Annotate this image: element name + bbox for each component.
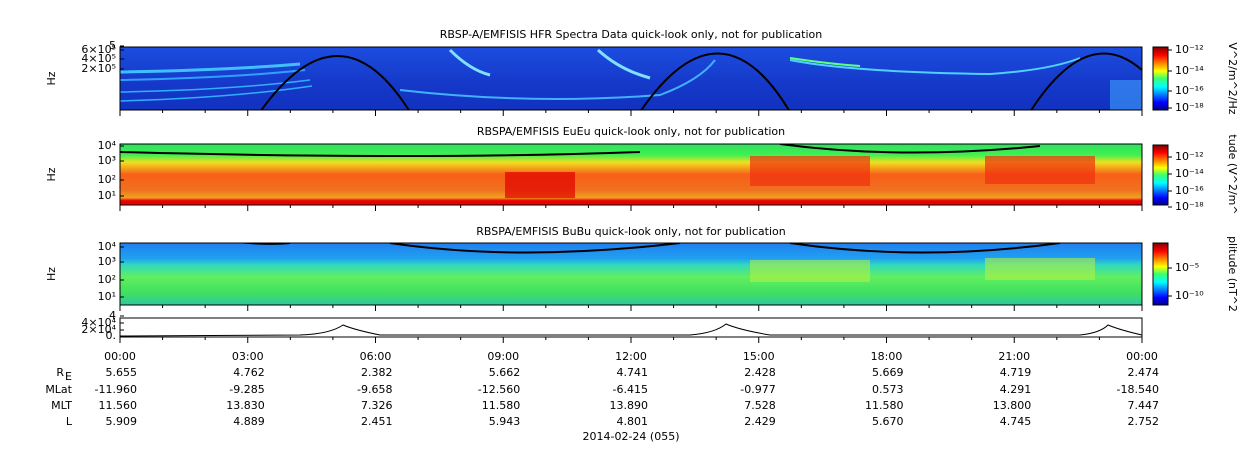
- colorbar-tick-label: 10⁻¹⁸: [1175, 200, 1204, 213]
- ephemeris-value: -9.285: [229, 383, 264, 396]
- ephemeris-label-subscript: E: [65, 370, 72, 383]
- ephemeris-value: 4.719: [1000, 366, 1032, 379]
- y-axis-label: Hz: [45, 167, 58, 181]
- colorbar-tick-label: 10⁻¹⁴: [1175, 167, 1204, 180]
- ephemeris-value: 11.580: [482, 399, 521, 412]
- x-tick-label: 18:00: [871, 350, 903, 363]
- ephemeris-value: 7.447: [1128, 399, 1160, 412]
- colorbar-tick-label: 10⁻¹⁶: [1175, 184, 1204, 197]
- y-tick-label: 2×10⁴: [81, 323, 116, 336]
- trace-line: [119, 323, 1143, 337]
- x-tick-label: 03:00: [232, 350, 264, 363]
- y-tick-label: 6×10⁵: [81, 43, 116, 56]
- colorbar-tick-label: 10⁻¹⁶: [1175, 84, 1204, 97]
- ephemeris-value: -12.560: [478, 383, 520, 396]
- ephemeris-value: 13.890: [610, 399, 649, 412]
- ephemeris-value: 4.801: [617, 415, 649, 428]
- spectrogram-features: [120, 144, 1095, 198]
- x-tick-label: 06:00: [360, 350, 392, 363]
- ephemeris-value: -11.960: [95, 383, 137, 396]
- ephemeris-value: -18.540: [1117, 383, 1159, 396]
- x-tick-label: 09:00: [487, 350, 519, 363]
- colorbar: [1152, 46, 1169, 111]
- ephemeris-label: L: [66, 415, 73, 428]
- x-tick-label: 21:00: [998, 350, 1030, 363]
- panel-title: RBSPA/EMFISIS BuBu quick-look only, not …: [476, 225, 786, 238]
- x-tick-label: 12:00: [615, 350, 647, 363]
- colorbar: [1152, 144, 1169, 206]
- x-tick-label: 15:00: [743, 350, 775, 363]
- y-tick-label: 0.: [106, 329, 117, 342]
- colorbar: [1152, 242, 1169, 306]
- panel-title: RBSPA/EMFISIS EuEu quick-look only, not …: [477, 125, 785, 138]
- ephemeris-value: 7.326: [361, 399, 393, 412]
- y-tick-label: 10⁴: [98, 240, 117, 253]
- ephemeris-value: 5.943: [489, 415, 521, 428]
- ephemeris-label: MLat: [45, 383, 72, 396]
- spectrogram: [120, 243, 1142, 305]
- ephemeris-value: 13.830: [226, 399, 265, 412]
- y-tick-label: 10²: [98, 273, 116, 286]
- ephemeris-value: 0.573: [872, 383, 904, 396]
- spectrogram: [120, 144, 1142, 205]
- ephemeris-value: 7.528: [744, 399, 776, 412]
- colorbar-label: tude (V^2/m^: [1226, 134, 1239, 214]
- y-tick-label: 4: [109, 309, 116, 322]
- ephemeris-value: 5.670: [872, 415, 904, 428]
- y-tick-label: 5: [109, 39, 116, 52]
- ephemeris-value: -9.658: [357, 383, 392, 396]
- ephemeris-value: 4.291: [1000, 383, 1032, 396]
- ephemeris-value: 4.741: [617, 366, 649, 379]
- x-tick-label: 00:00: [1126, 350, 1158, 363]
- colorbar-tick-label: 10⁻⁵: [1175, 261, 1199, 274]
- ephemeris-value: 5.655: [106, 366, 138, 379]
- ephemeris-value: 5.909: [106, 415, 138, 428]
- date-label: 2014-02-24 (055): [582, 430, 679, 443]
- ephemeris-value: 4.745: [1000, 415, 1032, 428]
- colorbar-label: plitude (nT^2: [1226, 236, 1239, 312]
- panel-title: RBSP-A/EMFISIS HFR Spectra Data quick-lo…: [440, 28, 823, 41]
- spectrogram: [120, 47, 1142, 110]
- ephemeris-value: 11.560: [99, 399, 138, 412]
- ephemeris-value: 2.428: [744, 366, 776, 379]
- ephemeris-value: 13.800: [993, 399, 1032, 412]
- y-tick-label: 2×10⁵: [81, 62, 116, 75]
- ephemeris-value: 4.889: [233, 415, 265, 428]
- y-tick-label: 10¹: [98, 290, 116, 303]
- ephemeris-value: 2.382: [361, 366, 393, 379]
- ephemeris-value: 2.752: [1128, 415, 1160, 428]
- colorbar-label: V^2/m^2/Hz: [1226, 42, 1239, 114]
- colorbar-tick-label: 10⁻¹²: [1175, 150, 1204, 163]
- ephemeris-label: MLT: [51, 399, 72, 412]
- y-tick-label: 10⁴: [98, 139, 117, 152]
- y-tick-label: 10³: [98, 255, 116, 268]
- y-axis-label: Hz: [45, 71, 58, 85]
- ephemeris-value: 2.451: [361, 415, 393, 428]
- colorbar-tick-label: 10⁻¹⁸: [1175, 101, 1204, 114]
- colorbar-tick-label: 10⁻¹⁰: [1175, 289, 1204, 302]
- colorbar-tick-label: 10⁻¹²: [1175, 43, 1204, 56]
- ephemeris-value: -0.977: [740, 383, 775, 396]
- ephemeris-label: R: [56, 366, 64, 379]
- colorbar-tick-label: 10⁻¹⁴: [1175, 64, 1204, 77]
- ephemeris-value: 11.580: [865, 399, 904, 412]
- spectrogram-features: [120, 48, 1142, 110]
- ephemeris-value: 2.474: [1128, 366, 1160, 379]
- y-tick-label: 4×10⁵: [81, 52, 116, 65]
- ephemeris-value: 2.429: [744, 415, 776, 428]
- ephemeris-value: 5.662: [489, 366, 521, 379]
- y-tick-label: 10²: [98, 173, 116, 186]
- ephemeris-value: 5.669: [872, 366, 904, 379]
- y-tick-label: 10³: [98, 154, 116, 167]
- plot-frame: [119, 317, 1143, 338]
- ephemeris-value: 4.762: [233, 366, 265, 379]
- ephemeris-value: -6.415: [613, 383, 648, 396]
- y-axis-label: Hz: [45, 267, 58, 281]
- x-tick-label: 00:00: [104, 350, 136, 363]
- y-tick-label: 10¹: [98, 189, 116, 202]
- y-tick-label: 4×10⁴: [81, 316, 116, 329]
